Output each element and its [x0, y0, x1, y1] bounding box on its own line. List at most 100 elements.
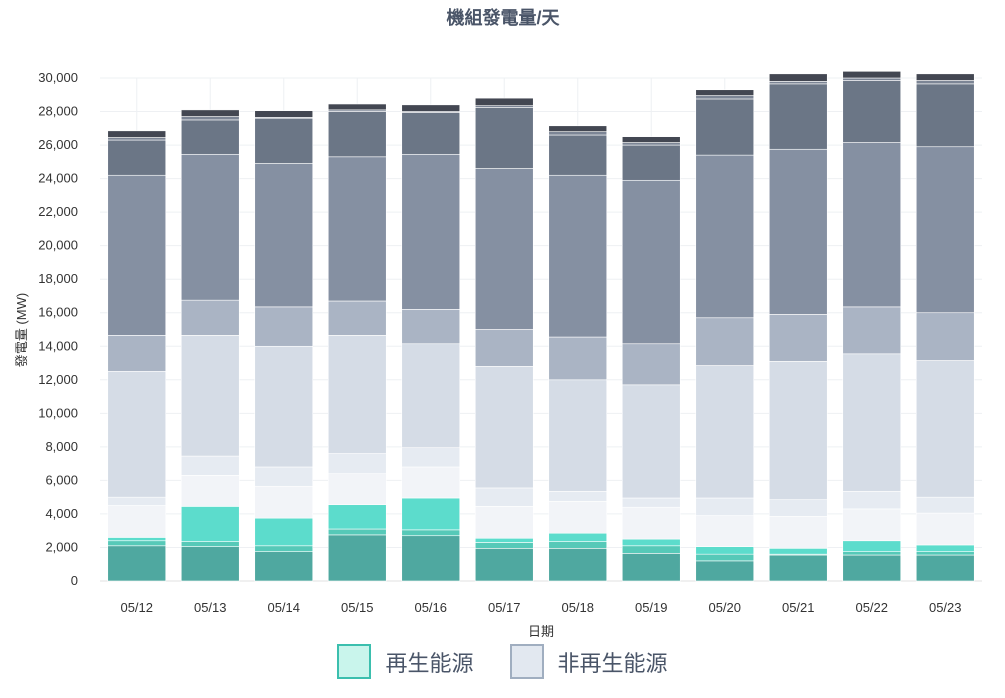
bar-segment-05-19-s8[interactable] [621, 179, 681, 345]
bar-segment-05-22-s7[interactable] [842, 306, 902, 355]
bar-segment-05-20-s10[interactable] [695, 95, 755, 100]
bar-segment-05-19-s3[interactable] [621, 538, 681, 547]
bar-segment-05-13-s7[interactable] [180, 299, 240, 336]
bar-segment-05-17-s11[interactable] [474, 97, 534, 106]
bar-segment-05-16-s9[interactable] [401, 112, 461, 155]
bar-segment-05-22-s4[interactable] [842, 508, 902, 542]
bar-segment-05-15-s6[interactable] [327, 335, 387, 454]
bar-segment-05-15-s3[interactable] [327, 504, 387, 530]
legend-item-non-renewable[interactable]: 非再生能源 [509, 644, 668, 679]
bar-segment-05-18-s2[interactable] [548, 541, 608, 549]
bar-segment-05-17-s4[interactable] [474, 506, 534, 539]
bar-segment-05-23-s9[interactable] [915, 83, 975, 148]
bar-segment-05-19-s10[interactable] [621, 142, 681, 146]
bar-segment-05-22-s9[interactable] [842, 80, 902, 143]
bar-segment-05-12-s5[interactable] [107, 496, 167, 506]
bar-segment-05-13-s11[interactable] [180, 109, 240, 117]
bar-segment-05-14-s11[interactable] [254, 110, 314, 118]
bar-segment-05-14-s6[interactable] [254, 345, 314, 468]
bar-segment-05-22-s11[interactable] [842, 70, 902, 79]
bar-segment-05-18-s4[interactable] [548, 501, 608, 534]
bar-segment-05-19-s7[interactable] [621, 343, 681, 386]
bar-segment-05-12-s9[interactable] [107, 139, 167, 176]
bar-segment-05-21-s6[interactable] [768, 361, 828, 500]
bar-segment-05-22-s6[interactable] [842, 353, 902, 492]
bar-segment-05-20-s1[interactable] [695, 560, 755, 582]
bar-segment-05-18-s11[interactable] [548, 125, 608, 132]
bar-segment-05-23-s4[interactable] [915, 512, 975, 546]
bar-segment-05-21-s11[interactable] [768, 73, 828, 82]
bar-segment-05-22-s10[interactable] [842, 77, 902, 81]
bar-segment-05-17-s9[interactable] [474, 107, 534, 169]
bar-segment-05-20-s7[interactable] [695, 317, 755, 366]
bar-segment-05-12-s7[interactable] [107, 335, 167, 372]
bar-segment-05-22-s2[interactable] [842, 551, 902, 556]
bar-segment-05-13-s3[interactable] [180, 506, 240, 542]
bar-segment-05-20-s11[interactable] [695, 89, 755, 96]
bar-segment-05-14-s9[interactable] [254, 117, 314, 164]
legend-item-renewable[interactable]: 再生能源 [337, 644, 474, 679]
bar-segment-05-17-s5[interactable] [474, 487, 534, 507]
bar-segment-05-18-s10[interactable] [548, 131, 608, 136]
bar-segment-05-23-s10[interactable] [915, 80, 975, 85]
bar-segment-05-18-s8[interactable] [548, 174, 608, 338]
bar-segment-05-23-s3[interactable] [915, 544, 975, 552]
bar-segment-05-12-s10[interactable] [107, 137, 167, 141]
bar-segment-05-16-s1[interactable] [401, 535, 461, 582]
bar-segment-05-14-s7[interactable] [254, 306, 314, 347]
bar-segment-05-15-s1[interactable] [327, 534, 387, 582]
bar-segment-05-20-s8[interactable] [695, 154, 755, 319]
bar-segment-05-19-s6[interactable] [621, 384, 681, 499]
bar-segment-05-12-s6[interactable] [107, 371, 167, 498]
bar-segment-05-23-s8[interactable] [915, 146, 975, 314]
bar-segment-05-19-s4[interactable] [621, 506, 681, 540]
bar-segment-05-12-s1[interactable] [107, 545, 167, 582]
bar-segment-05-13-s4[interactable] [180, 475, 240, 507]
bar-segment-05-19-s5[interactable] [621, 497, 681, 508]
bar-segment-05-14-s1[interactable] [254, 551, 314, 582]
bar-segment-05-16-s11[interactable] [401, 104, 461, 112]
bar-segment-05-12-s8[interactable] [107, 174, 167, 336]
bar-segment-05-21-s10[interactable] [768, 81, 828, 85]
bar-segment-05-14-s8[interactable] [254, 163, 314, 308]
bar-segment-05-15-s5[interactable] [327, 453, 387, 474]
bar-segment-05-23-s1[interactable] [915, 554, 975, 582]
bar-segment-05-15-s2[interactable] [327, 528, 387, 536]
bar-segment-05-19-s2[interactable] [621, 545, 681, 554]
bar-segment-05-17-s2[interactable] [474, 542, 534, 549]
bar-segment-05-20-s2[interactable] [695, 553, 755, 562]
bar-segment-05-13-s8[interactable] [180, 153, 240, 301]
bar-segment-05-18-s1[interactable] [548, 548, 608, 582]
bar-segment-05-16-s5[interactable] [401, 447, 461, 468]
bar-segment-05-20-s5[interactable] [695, 497, 755, 516]
bar-segment-05-13-s1[interactable] [180, 546, 240, 582]
bar-segment-05-17-s3[interactable] [474, 537, 534, 543]
bar-segment-05-23-s5[interactable] [915, 496, 975, 514]
bar-segment-05-15-s11[interactable] [327, 103, 387, 111]
bar-segment-05-16-s2[interactable] [401, 529, 461, 537]
bar-segment-05-16-s4[interactable] [401, 466, 461, 499]
bar-segment-05-21-s4[interactable] [768, 516, 828, 549]
bar-segment-05-15-s8[interactable] [327, 156, 387, 302]
bar-segment-05-19-s1[interactable] [621, 553, 681, 582]
bar-segment-05-16-s8[interactable] [401, 153, 461, 310]
bar-segment-05-14-s2[interactable] [254, 545, 314, 552]
bar-segment-05-12-s11[interactable] [107, 130, 167, 138]
bar-segment-05-16-s7[interactable] [401, 309, 461, 345]
bar-segment-05-22-s8[interactable] [842, 142, 902, 308]
bar-segment-05-12-s3[interactable] [107, 537, 167, 542]
bar-segment-05-13-s2[interactable] [180, 541, 240, 547]
bar-segment-05-12-s4[interactable] [107, 505, 167, 538]
bar-segment-05-21-s3[interactable] [768, 548, 828, 555]
bar-segment-05-15-s9[interactable] [327, 111, 387, 158]
bar-segment-05-18-s6[interactable] [548, 379, 608, 492]
bar-segment-05-21-s1[interactable] [768, 554, 828, 582]
bar-segment-05-21-s7[interactable] [768, 314, 828, 362]
bar-segment-05-18-s3[interactable] [548, 532, 608, 542]
bar-segment-05-19-s11[interactable] [621, 136, 681, 143]
bar-segment-05-21-s5[interactable] [768, 499, 828, 517]
bar-segment-05-20-s6[interactable] [695, 365, 755, 499]
bar-segment-05-16-s6[interactable] [401, 343, 461, 449]
bar-segment-05-22-s5[interactable] [842, 490, 902, 510]
bar-segment-05-19-s9[interactable] [621, 144, 681, 181]
